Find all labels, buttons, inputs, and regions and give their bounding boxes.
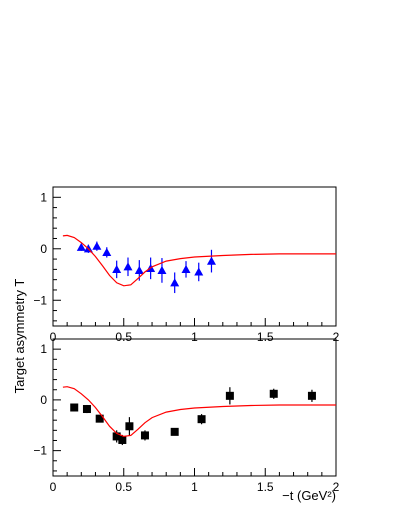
bottom-panel: 0 0.5 1 1.5 2 −1 0 1: [33, 338, 340, 494]
data-point-triangle: [170, 278, 180, 287]
data-point-triangle: [157, 265, 167, 274]
model-curve: [62, 234, 336, 287]
data-point-triangle: [112, 264, 122, 273]
x-tick-label: 1.5: [257, 480, 274, 494]
data-point-square: [95, 414, 104, 423]
x-tick-label: 1: [191, 330, 198, 344]
x-tick-label: 2: [333, 330, 340, 344]
data-point-square: [70, 403, 79, 412]
data-point-square: [125, 422, 134, 431]
data-point-triangle: [134, 265, 144, 274]
data-point-triangle: [92, 241, 102, 250]
data-point-square: [112, 432, 121, 441]
y-tick-label: 0: [40, 393, 47, 407]
data-point-square: [269, 389, 278, 398]
data-point-triangle: [76, 242, 86, 251]
top-panel: 0 0.5 1 1.5 2 −1 0 1: [33, 186, 340, 344]
y-tick-label: 1: [40, 190, 47, 204]
data-point-square: [307, 391, 316, 400]
model-curve: [62, 386, 336, 438]
x-tick-label: 0.5: [115, 330, 132, 344]
y-tick-label: 1: [40, 342, 47, 356]
x-tick-label: 1.5: [257, 330, 274, 344]
data-point-triangle: [181, 264, 191, 273]
x-tick-label: 0: [50, 480, 57, 494]
x-tick-label: 2: [333, 480, 340, 494]
x-tick-label: 1: [191, 480, 198, 494]
data-point-triangle: [206, 256, 216, 265]
data-point-square: [197, 415, 206, 424]
y-tick-label: −1: [33, 293, 47, 307]
data-point-square: [140, 431, 149, 440]
data-point-square: [82, 405, 91, 414]
data-point-square: [118, 435, 127, 444]
x-axis-label: −t (GeV²): [282, 488, 336, 503]
y-tick-label: −1: [33, 444, 47, 458]
x-tick-label: 0.5: [115, 480, 132, 494]
y-tick-label: 0: [40, 242, 47, 256]
data-point-square: [225, 391, 234, 400]
y-axis-label: Target asymmetry T: [12, 279, 27, 394]
data-point-triangle: [123, 262, 133, 271]
data-point-triangle: [194, 267, 204, 276]
x-tick-label: 0: [50, 330, 57, 344]
data-point-triangle: [102, 247, 112, 256]
data-point-square: [170, 427, 179, 436]
